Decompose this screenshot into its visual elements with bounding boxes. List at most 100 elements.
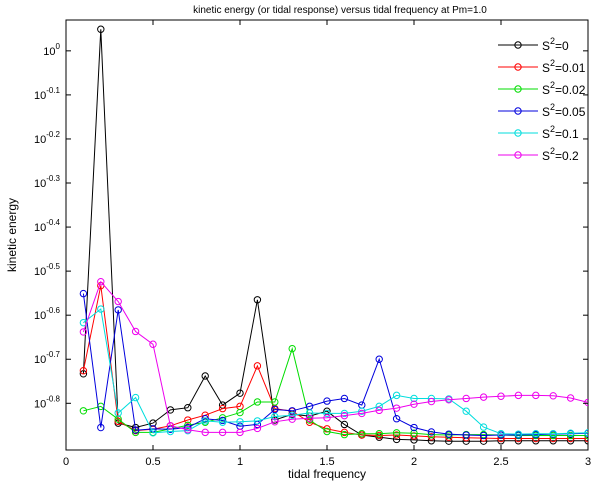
x-tick-label: 0: [63, 456, 69, 468]
data-point: [97, 278, 105, 286]
x-tick-label: 2: [411, 456, 417, 468]
legend-swatch-marker: [514, 151, 522, 159]
data-point: [253, 398, 262, 406]
data-point: [184, 426, 192, 434]
data-point: [323, 414, 331, 422]
data-point: [166, 422, 175, 430]
data-point: [410, 394, 418, 403]
data-point: [79, 328, 88, 336]
data-point: [288, 344, 296, 353]
data-point: [392, 431, 401, 439]
data-point: [410, 423, 418, 432]
y-tick-label: 10-0.1: [34, 86, 61, 102]
data-point: [462, 394, 470, 403]
data-point: [323, 409, 331, 418]
data-point: [340, 420, 349, 429]
legend-label: S2=0: [542, 36, 569, 53]
data-point: [305, 414, 314, 422]
data-point: [392, 404, 401, 412]
data-point: [166, 427, 175, 436]
data-point: [479, 423, 488, 431]
data-point: [392, 391, 401, 400]
legend-swatch-marker: [514, 63, 522, 71]
legend-swatch-marker: [514, 41, 522, 49]
data-point: [584, 398, 588, 407]
legend-swatch-marker: [514, 107, 522, 115]
data-point: [549, 429, 557, 438]
y-tick-label: 100: [43, 42, 60, 58]
data-point: [253, 362, 262, 370]
data-point: [584, 437, 588, 445]
data-point: [288, 415, 296, 423]
plot-area: [65, 19, 589, 451]
data-point: [271, 418, 279, 426]
data-point: [479, 393, 488, 401]
data-point: [532, 429, 540, 438]
y-tick-label: 10-0.4: [34, 218, 61, 234]
data-point: [392, 429, 401, 437]
data-point: [323, 427, 331, 436]
legend-entry: S2=0.2: [498, 146, 579, 163]
x-tick-label: 0.5: [145, 456, 160, 468]
data-point: [427, 430, 436, 439]
data-point: [184, 416, 192, 424]
data-point: [305, 409, 314, 417]
data-point: [271, 405, 279, 414]
data-point: [358, 429, 366, 438]
axes-layer: 0 0.5 1 1.5 2 2.5 3 10-0.8 10-0.7 10-0.6 10-0.5 10-…: [34, 20, 591, 468]
data-point: [375, 406, 383, 415]
data-point: [392, 415, 401, 423]
x-tick-label: 1: [237, 456, 243, 468]
data-point: [479, 431, 488, 440]
data-point: [375, 355, 383, 363]
data-point: [253, 424, 262, 433]
data-point: [184, 404, 192, 412]
data-point: [253, 417, 262, 425]
y-tick-label: 10-0.5: [34, 262, 61, 278]
y-tick-label: 10-0.7: [34, 350, 61, 366]
data-point: [218, 428, 227, 437]
data-point: [584, 429, 588, 437]
data-point: [79, 366, 88, 375]
data-point: [218, 418, 227, 426]
legend-entry: S2=0: [498, 36, 569, 53]
x-axis-title: tidal frequency: [288, 467, 366, 481]
legend: S2=0 S2=0.01 S2=0.02 S2=0.05 S2=0.1 S2=0.2: [498, 36, 586, 163]
data-point: [340, 411, 349, 420]
data-point: [427, 428, 436, 436]
data-point: [410, 429, 418, 437]
y-tick-label: 10-0.6: [34, 306, 61, 322]
data-point: [410, 432, 418, 440]
data-point: [288, 407, 296, 415]
data-point: [131, 393, 140, 402]
legend-entry: S2=0.01: [498, 58, 586, 75]
data-point: [462, 431, 470, 439]
data-point: [340, 428, 349, 437]
data-point: [218, 404, 227, 413]
data-point: [201, 372, 209, 380]
data-point: [236, 428, 244, 437]
data-point: [410, 400, 418, 408]
data-point: [340, 409, 349, 418]
data-point: [218, 414, 227, 422]
data-point: [131, 426, 140, 434]
data-point: [462, 407, 470, 415]
legend-label: S2=0.02: [542, 80, 586, 97]
x-tick-label: 2.5: [493, 456, 508, 468]
data-point: [97, 305, 105, 313]
x-tick-label: 1.5: [319, 456, 334, 468]
data-point: [497, 437, 505, 445]
data-point: [549, 392, 557, 400]
data-point: [236, 408, 244, 417]
data-point: [131, 327, 140, 336]
data-point: [514, 391, 523, 400]
data-point: [566, 437, 575, 445]
series-layer: [79, 25, 588, 445]
legend-entry: S2=0.02: [498, 80, 586, 97]
data-point: [97, 25, 105, 33]
data-point: [253, 296, 262, 304]
series-5: [79, 278, 588, 437]
legend-entry: S2=0.05: [498, 102, 586, 119]
x-tick-label: 3: [585, 456, 591, 468]
